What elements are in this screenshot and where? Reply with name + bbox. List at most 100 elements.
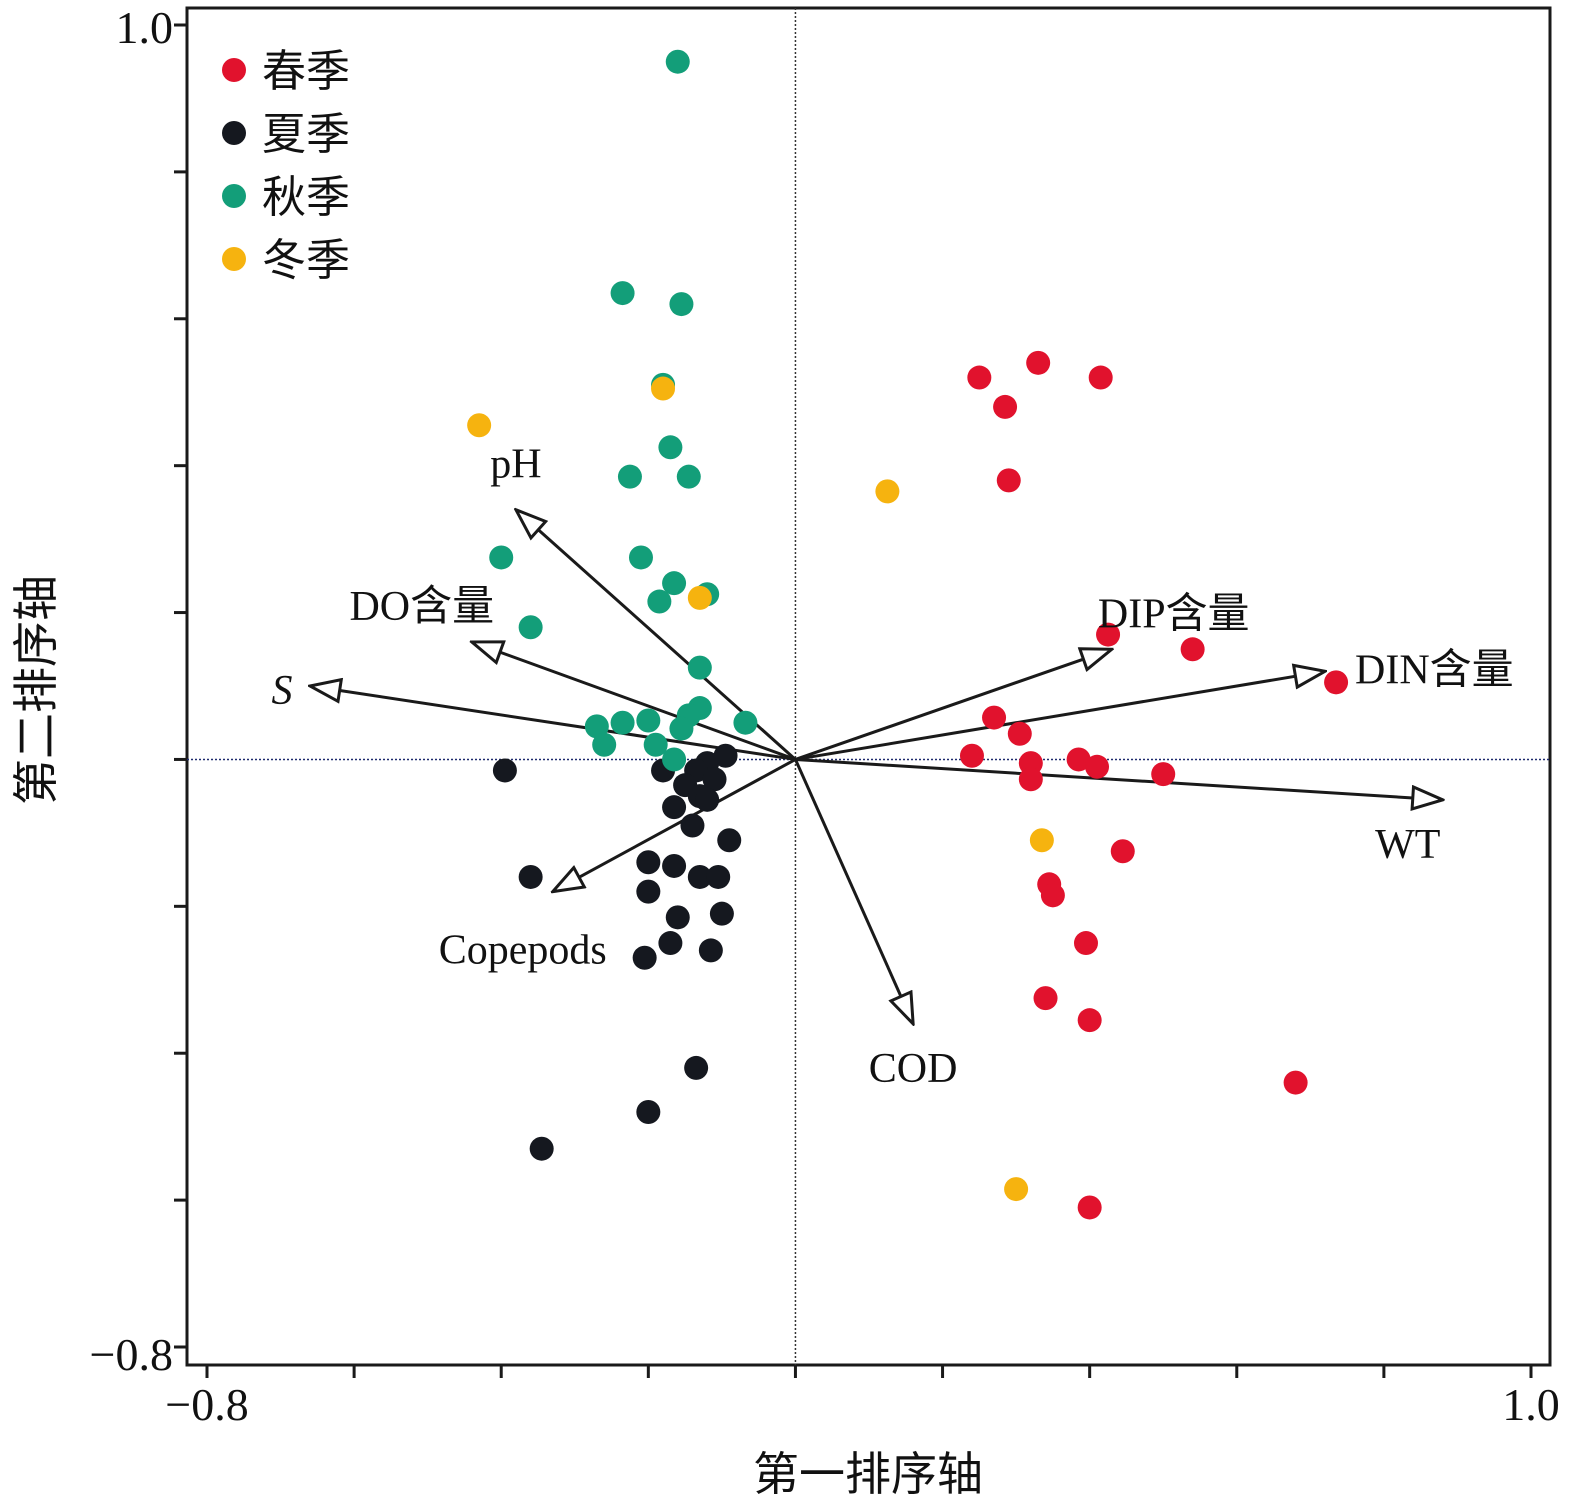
point-夏季: [709, 901, 734, 926]
legend-marker-夏季: [222, 121, 246, 145]
point-秋季: [610, 710, 635, 735]
point-春季: [959, 743, 984, 768]
point-夏季: [636, 879, 661, 904]
arrow-label-COD: COD: [869, 1046, 958, 1092]
legend-label-夏季: 夏季: [262, 110, 350, 159]
point-春季: [1040, 883, 1065, 908]
point-冬季: [467, 413, 492, 438]
point-春季: [967, 365, 992, 390]
arrow-Copepods: [553, 758, 797, 891]
legend-marker-冬季: [222, 247, 246, 271]
point-冬季: [651, 376, 676, 401]
point-春季: [1088, 365, 1113, 390]
point-冬季: [687, 585, 712, 610]
point-夏季: [706, 864, 731, 889]
point-冬季: [1004, 1177, 1029, 1202]
arrow-DIP含量: [794, 649, 1111, 761]
point-秋季: [592, 732, 617, 757]
point-秋季: [628, 545, 653, 570]
y-axis-title: 第二排序轴: [11, 575, 62, 805]
arrow-label-WT: WT: [1375, 822, 1440, 868]
point-春季: [993, 394, 1018, 419]
point-秋季: [687, 655, 712, 680]
point-秋季: [669, 716, 694, 741]
point-夏季: [695, 787, 720, 812]
point-秋季: [584, 714, 609, 739]
point-夏季: [698, 938, 723, 963]
arrow-label-DIN含量: DIN含量: [1355, 647, 1514, 693]
x-axis-title: 第一排序轴: [753, 1449, 983, 1500]
arrow-label-Copepods: Copepods: [439, 928, 607, 974]
point-春季: [1018, 767, 1043, 792]
arrow-COD: [794, 758, 913, 1023]
point-夏季: [632, 945, 657, 970]
point-春季: [1324, 670, 1349, 695]
point-夏季: [662, 853, 687, 878]
point-夏季: [529, 1136, 554, 1161]
point-秋季: [665, 49, 690, 74]
x-tick-left: −0.8: [165, 1379, 248, 1430]
point-夏季: [662, 795, 687, 820]
point-夏季: [713, 743, 738, 768]
point-秋季: [617, 464, 642, 489]
point-春季: [1073, 931, 1098, 956]
point-秋季: [518, 615, 543, 640]
point-春季: [1066, 747, 1091, 772]
point-冬季: [875, 479, 900, 504]
point-秋季: [669, 292, 694, 317]
sample-points: [467, 49, 1349, 1220]
point-春季: [1096, 622, 1121, 647]
point-春季: [1110, 839, 1135, 864]
arrow-WT: [795, 757, 1442, 799]
point-春季: [1283, 1070, 1308, 1095]
point-春季: [1151, 762, 1176, 787]
arrow-S: [310, 686, 796, 761]
legend-label-春季: 春季: [262, 47, 350, 96]
point-春季: [996, 468, 1021, 493]
reference-lines: [187, 8, 1550, 1365]
point-夏季: [518, 864, 543, 889]
point-春季: [1085, 754, 1110, 779]
point-夏季: [636, 1099, 661, 1124]
point-春季: [1007, 721, 1032, 746]
y-tick-top: 1.0: [116, 2, 174, 53]
point-秋季: [662, 747, 687, 772]
point-秋季: [647, 589, 672, 614]
axis-ticks: [174, 23, 1533, 1378]
point-夏季: [680, 813, 705, 838]
point-冬季: [1029, 828, 1054, 853]
plot-frame: [185, 6, 1552, 1367]
point-秋季: [658, 435, 683, 460]
x-tick-right: 1.0: [1502, 1379, 1560, 1430]
point-春季: [1026, 350, 1051, 375]
point-夏季: [687, 864, 712, 889]
y-tick-bottom: −0.8: [90, 1329, 173, 1380]
point-春季: [982, 705, 1007, 730]
point-夏季: [665, 905, 690, 930]
legend-label-冬季: 冬季: [262, 236, 350, 285]
environment-labels: pH DO含量 S Copepods DIP含量 DIN含量 WT COD: [271, 442, 1513, 1092]
point-夏季: [684, 1055, 709, 1080]
arrow-label-DO含量: DO含量: [349, 584, 494, 630]
arrow-DIN含量: [795, 671, 1325, 761]
arrow-DO含量: [472, 642, 796, 761]
point-秋季: [643, 732, 668, 757]
point-秋季: [733, 710, 758, 735]
point-春季: [1033, 986, 1058, 1011]
point-夏季: [658, 931, 683, 956]
point-夏季: [717, 828, 742, 853]
arrow-label-S: S: [271, 668, 292, 714]
arrow-label-pH: pH: [490, 442, 541, 488]
point-夏季: [492, 758, 517, 783]
point-秋季: [489, 545, 514, 570]
point-夏季: [636, 850, 661, 875]
point-秋季: [636, 708, 661, 733]
point-秋季: [662, 571, 687, 596]
arrow-label-DIP含量: DIP含量: [1098, 591, 1250, 637]
point-夏季: [702, 767, 727, 792]
point-秋季: [610, 281, 635, 306]
legend-marker-春季: [222, 58, 246, 82]
point-春季: [1077, 1008, 1102, 1033]
